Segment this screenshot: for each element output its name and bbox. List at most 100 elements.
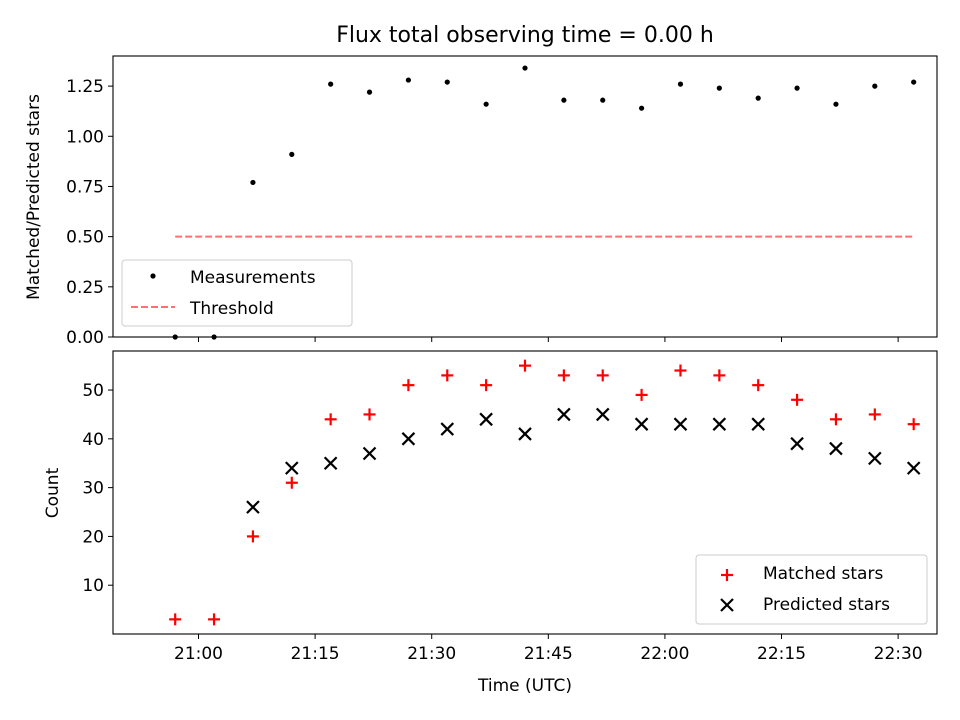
matched-star-point <box>169 613 182 626</box>
top-y-tick-label: 0.25 <box>66 278 104 298</box>
top-y-axis: 0.00 0.25 0.50 0.75 1.00 1.25 <box>66 77 113 348</box>
bottom-x-tick-label: 22:30 <box>874 644 923 664</box>
matched-star-point <box>635 388 648 401</box>
predicted-star-point <box>557 407 571 422</box>
top-y-tick-label: 1.25 <box>66 77 104 97</box>
predicted-star-point <box>285 461 299 475</box>
top-y-tick-label: 0.50 <box>66 228 104 248</box>
measurement-point <box>366 89 373 95</box>
measurement-point <box>755 95 761 101</box>
measurement-point <box>561 97 567 103</box>
predicted-star-point <box>673 417 688 431</box>
top-plot-area <box>112 55 938 338</box>
matched-star-point <box>713 369 726 382</box>
measurement-point <box>250 179 256 186</box>
bottom-y-tick-label: 40 <box>82 430 104 450</box>
bottom-y-axis: 10 20 30 40 50 <box>82 381 113 596</box>
matched-star-point <box>674 364 687 377</box>
top-y-tick-label: 0.75 <box>66 177 104 197</box>
top-x-axis-ticks <box>198 337 899 342</box>
bottom-y-tick-label: 10 <box>82 576 104 596</box>
predicted-star-point <box>595 407 610 422</box>
matched-star-point <box>752 379 765 392</box>
measurement-point <box>522 65 528 71</box>
legend-matched-marker <box>721 569 733 581</box>
matched-star-point <box>829 413 842 426</box>
legend-predicted-label: Predicted stars <box>763 595 890 615</box>
bottom-plot-area <box>112 350 938 635</box>
bottom-panel: 10 20 30 40 50 21:00 21:15 21:30 21:45 22:00 22:1… <box>43 350 938 696</box>
matched-star-point <box>246 530 259 543</box>
matched-star-point <box>907 418 920 431</box>
matched-stars-series <box>169 359 920 626</box>
predicted-star-point <box>906 461 921 475</box>
predicted-star-point <box>751 417 765 431</box>
legend-measurements-marker <box>150 273 156 279</box>
measurement-point <box>405 77 411 83</box>
top-y-tick-label: 1.00 <box>66 127 104 147</box>
predicted-stars-series <box>246 407 921 514</box>
legend-matched-label: Matched stars <box>763 564 883 584</box>
matched-star-point <box>441 369 454 382</box>
predicted-star-point <box>829 441 843 456</box>
top-legend-box <box>121 259 353 327</box>
matched-star-point <box>557 369 570 382</box>
matched-star-point <box>480 379 493 392</box>
legend-measurements-label: Measurements <box>190 268 316 288</box>
matched-star-point <box>324 413 337 426</box>
measurement-point <box>872 83 878 89</box>
bottom-x-axis-label: Time (UTC) <box>477 676 572 696</box>
matched-star-point <box>285 476 298 489</box>
measurement-point <box>483 101 489 107</box>
bottom-y-tick-label: 20 <box>82 527 104 547</box>
bottom-x-tick-label: 21:15 <box>291 644 340 664</box>
bottom-legend: Matched stars Predicted stars <box>695 554 928 625</box>
bottom-x-tick-label: 22:15 <box>757 644 806 664</box>
measurement-point <box>328 81 334 87</box>
legend-predicted-marker <box>720 598 734 612</box>
matched-star-point <box>596 369 609 382</box>
bottom-y-axis-label: Count <box>43 467 63 518</box>
bottom-y-tick-label: 30 <box>82 479 104 499</box>
bottom-x-tick-label: 21:30 <box>407 644 456 664</box>
bottom-legend-box <box>695 554 928 625</box>
predicted-star-point <box>323 456 338 471</box>
matched-star-point <box>791 393 804 406</box>
top-y-axis-label: Matched/Predicted stars <box>24 94 44 300</box>
measurement-point <box>833 101 839 107</box>
predicted-star-point <box>479 412 493 427</box>
measurement-point <box>716 85 722 91</box>
predicted-star-point <box>790 436 804 451</box>
top-panel: Flux total observing time = 0.00 h 0.000… <box>24 23 938 348</box>
matched-star-point <box>402 379 415 392</box>
top-chart-title: Flux total observing time = 0.00 h <box>336 23 714 48</box>
predicted-star-point <box>246 500 260 514</box>
bottom-y-tick-label: 50 <box>82 381 104 401</box>
matched-star-point <box>363 408 376 421</box>
legend-threshold-label: Threshold <box>189 299 274 319</box>
matched-star-point <box>208 613 221 626</box>
top-legend: Measurements Threshold <box>121 259 353 327</box>
measurement-point <box>444 79 450 85</box>
predicted-star-point <box>634 417 649 431</box>
matched-star-point <box>519 359 531 372</box>
bottom-x-axis: 21:00 21:15 21:30 21:45 22:00 22:15 22:30 <box>174 634 923 664</box>
measurement-point <box>172 334 178 340</box>
measurement-point <box>600 97 606 103</box>
measurement-point <box>677 81 684 87</box>
top-y-tick-label: 0.00 <box>66 328 104 348</box>
predicted-star-point <box>712 417 727 431</box>
measurement-point <box>794 85 800 91</box>
measurement-point <box>639 105 645 111</box>
bottom-x-tick-label: 21:45 <box>524 644 573 664</box>
predicted-star-point <box>868 451 882 466</box>
bottom-x-tick-label: 22:00 <box>640 644 689 664</box>
predicted-star-point <box>401 432 416 446</box>
measurement-point <box>911 79 917 85</box>
matched-star-point <box>868 408 881 421</box>
predicted-star-point <box>440 422 455 436</box>
predicted-star-point <box>518 427 532 441</box>
bottom-x-tick-label: 21:00 <box>174 644 223 664</box>
measurement-point <box>211 334 217 340</box>
